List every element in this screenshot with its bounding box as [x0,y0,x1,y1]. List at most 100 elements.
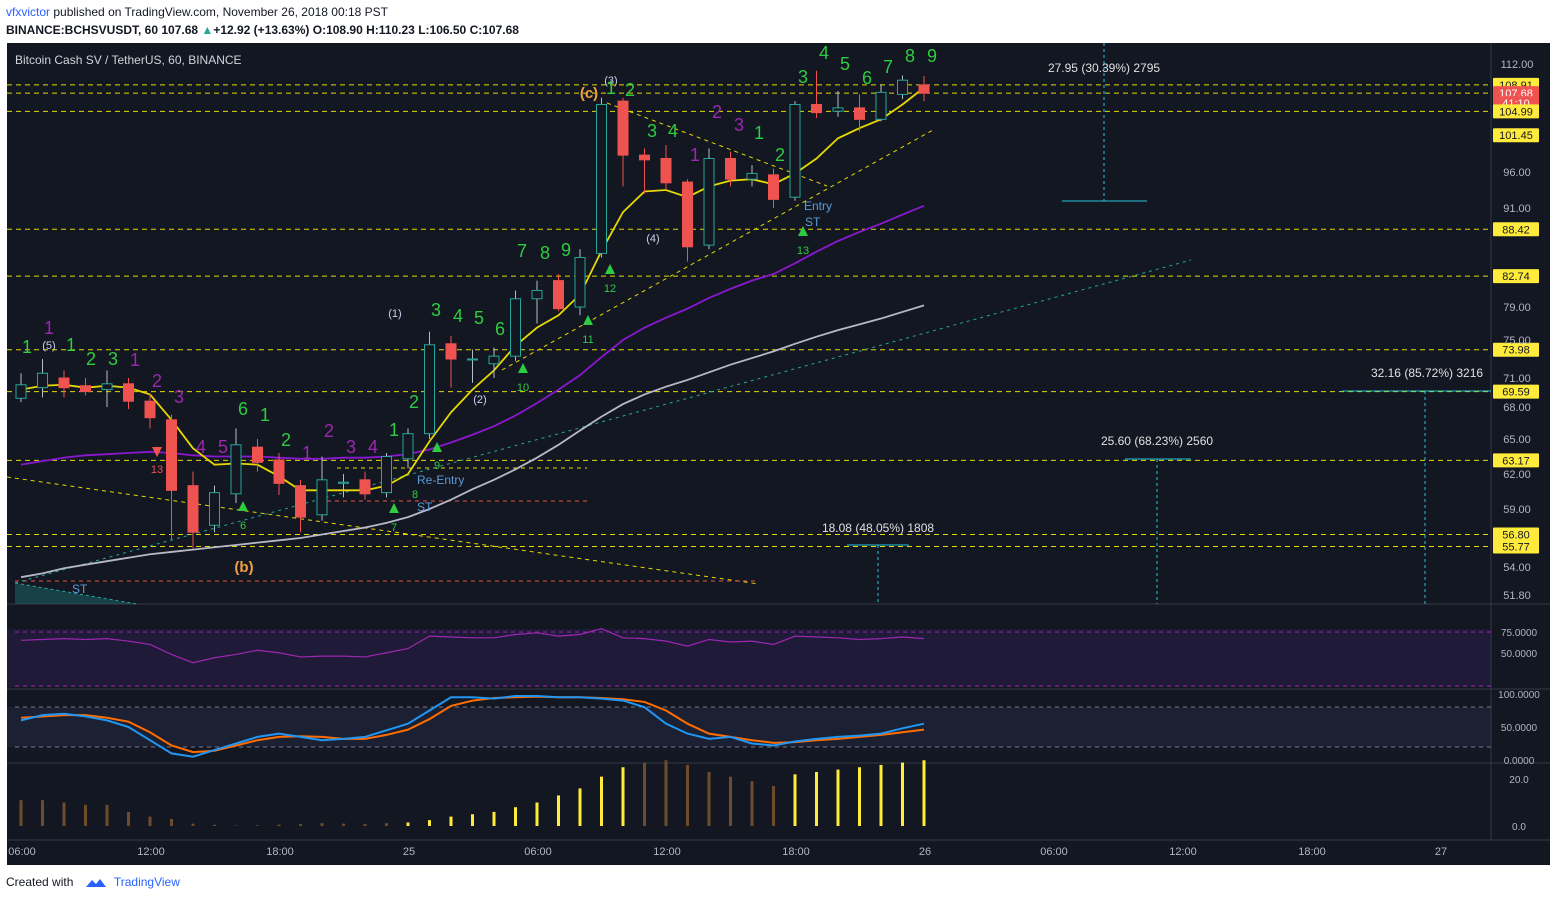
rsi-pane: 75.0000 50.0000 [20,628,1538,664]
author-link[interactable]: vfxvictor [6,5,51,19]
count-green: 1 [22,337,32,357]
price-axis-tick: 71.00 [1503,373,1531,385]
count-small: 7 [391,522,397,534]
price-tag-bg [1493,384,1539,399]
price-tag-label: 73.98 [1502,345,1530,357]
high-label: H: [366,23,379,37]
count-green: 5 [474,308,484,328]
count-purple: 3 [174,387,184,407]
count-green: 2 [625,80,635,100]
count-purple: 1 [690,145,700,165]
time-axis-tick: 12:00 [653,846,681,858]
candle-body [209,492,220,526]
count-small: 12 [604,283,616,295]
count-green: 2 [86,349,96,369]
count-small: 13 [797,245,809,257]
count-small: 13 [151,464,163,476]
count-green: 4 [819,43,829,63]
candle-body [37,372,48,389]
stoch-band [7,707,1491,747]
candle-body [15,384,27,399]
publish-line: vfxvictor published on TradingView.com, … [6,5,388,19]
price-axis-tick: 68.00 [1503,402,1531,414]
chart-svg[interactable]: 27.95 (30.39%) 2795 32.16 (85.72%) 3216 … [6,43,1550,865]
candle-body [187,485,199,533]
candle-body [854,107,865,120]
count-green: 3 [798,67,808,87]
candle-body [445,343,457,360]
wave-3-label: (3) [604,75,617,87]
price-tag-bg [1493,104,1539,119]
chart-area[interactable]: 27.95 (30.39%) 2795 32.16 (85.72%) 3216 … [6,43,1550,865]
high-value: 110.23 [378,23,415,37]
count-green: 9 [927,46,937,66]
count-green: 7 [517,241,527,261]
price-tag-bg [1493,527,1539,542]
candle-body [123,383,134,402]
count-purple: 4 [196,437,206,457]
count-purple: 1 [44,318,54,338]
price-tag-bg [1493,539,1539,554]
price-axis-tick: 59.00 [1503,504,1531,516]
wave-c-label: (c) [580,85,598,102]
low-label: L: [418,23,430,37]
candle-body [230,444,242,495]
candle-body [467,358,478,361]
buy-triangle-icon [518,363,528,373]
count-green: 6 [862,68,872,88]
price-tag-bg [1493,269,1539,284]
count-green: 2 [409,392,419,412]
price-tag-label: 104.99 [1499,106,1533,118]
candle-body [252,446,263,463]
count-green: 2 [281,430,291,450]
stoch-d-line [20,695,925,754]
candle-body [746,172,758,180]
price-tag-label: 101.45 [1499,130,1533,142]
reentry-label: Re-Entry [417,473,464,487]
rsi-axis-tick: 50.0000 [1501,649,1538,660]
volume-pane: 20.0 0.0 [19,760,1529,833]
measure1-label: 27.95 (30.39%) 2795 [1048,61,1160,75]
measure3-label: 25.60 (68.23%) 2560 [1101,434,1213,448]
sell-triangle-icon [152,447,162,457]
measure-tools: 27.95 (30.39%) 2795 32.16 (85.72%) 3216 … [822,43,1491,604]
buy-triangle-icon [798,226,808,236]
count-purple: 3 [734,115,744,135]
price-tag-label: 69.59 [1502,387,1530,399]
candle-body [703,158,715,246]
price-axis-tick: 75.00 [1503,335,1531,347]
count-green: 8 [905,46,915,66]
candle-body [918,84,930,94]
stoch-axis-tick: 50.0000 [1501,723,1538,734]
candle-body [402,433,414,460]
count-small: 6 [240,520,246,532]
publish-header: vfxvictor published on TradingView.com, … [0,0,1555,40]
wave-1-label: (1) [388,308,401,320]
candle-body [101,383,113,391]
time-axis-tick: 06:00 [1040,846,1068,858]
buy-triangle-icon [238,501,248,511]
measure4-label: 18.08 (48.05%) 1808 [822,521,934,535]
wave-5-label: (5) [42,340,55,352]
annotations: Bitcoin Cash SV / TetherUS, 60, BINANCE … [15,53,832,596]
measure2-label: 32.16 (85.72%) 3216 [1371,366,1483,380]
stoch-axis-tick: 0.0000 [1504,756,1535,767]
count-purple: 5 [218,437,228,457]
tradingview-link[interactable]: TradingView [113,875,180,889]
stoch-pane: 100.0000 50.0000 0.0000 [20,690,1540,767]
entry-label: Entry [804,199,832,213]
buy-triangle-icon [605,264,615,274]
price-axis-ticks: 112.00 96.00 91.00 79.00 75.00 71.00 68.00 65.0… [1501,59,1534,602]
low-value: 106.50 [429,23,467,37]
count-green: 1 [66,335,76,355]
candle-body [553,280,564,310]
uptrend-line [501,129,934,371]
count-small: 8 [412,489,418,501]
price-axis-tick: 112.00 [1501,59,1534,71]
price-tag-label: 88.42 [1502,224,1530,236]
price-axis-tick: 96.00 [1503,167,1531,179]
candle-body [80,385,91,393]
volume-axis-tick: 20.0 [1509,775,1529,786]
candle-body [617,100,629,156]
